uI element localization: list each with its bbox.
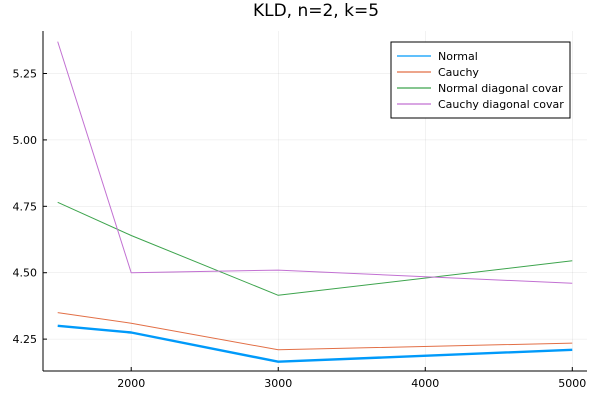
x-tick-label: 3000 (264, 377, 292, 390)
series-line-cauchy (57, 312, 573, 351)
y-tick-label: 5.00 (13, 134, 38, 147)
x-tick-label: 4000 (411, 377, 439, 390)
legend-box (390, 41, 571, 119)
y-tick-label: 4.50 (13, 267, 38, 280)
y-tick-label: 5.25 (13, 68, 38, 81)
series-lines (57, 41, 573, 363)
legend-label: Normal (438, 50, 478, 63)
legend-label: Normal diagonal covar (438, 82, 563, 95)
chart-title: KLD, n=2, k=5 (253, 1, 379, 21)
series-line-normal-diagonal-covar (57, 201, 573, 296)
legend-label: Cauchy diagonal covar (438, 98, 564, 111)
series-line-normal (57, 324, 573, 363)
axes (42, 31, 587, 372)
x-tick-label: 5000 (558, 377, 586, 390)
y-axis-ticks: 4.25 4.50 4.75 5.00 5.25 (13, 68, 47, 346)
y-tick-label: 4.25 (13, 333, 38, 346)
legend: Normal Cauchy Normal diagonal covar Cauchy … (390, 41, 571, 119)
legend-label: Cauchy (438, 66, 479, 79)
x-axis-ticks: 2000 3000 4000 5000 (117, 367, 586, 390)
series-line-cauchy-diagonal-covar (57, 41, 573, 284)
y-tick-label: 4.75 (13, 200, 38, 213)
x-tick-label: 2000 (117, 377, 145, 390)
